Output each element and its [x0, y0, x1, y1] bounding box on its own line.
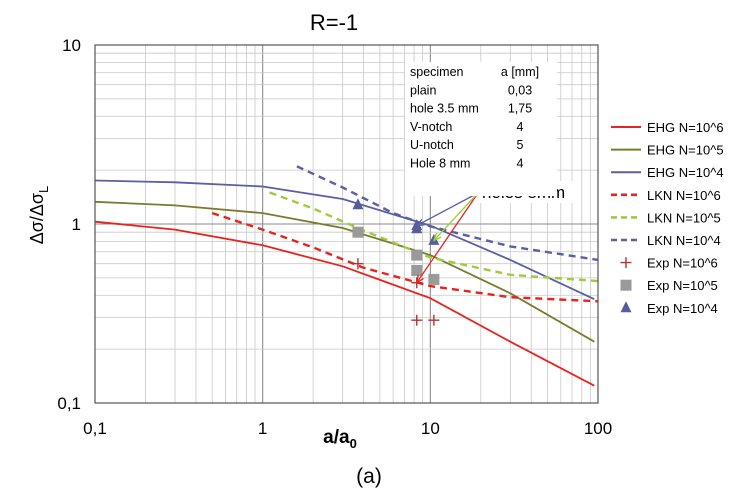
legend-label: EHG N=10^4 — [647, 165, 724, 180]
specimen-table-header: specimen — [410, 65, 464, 79]
specimen-table-cell: plain — [410, 83, 436, 97]
y-tick-label: 10 — [62, 36, 81, 55]
x-axis-label-subscript: 0 — [350, 436, 357, 451]
y-axis-label: Δσ/ΔσL — [27, 186, 51, 245]
specimen-table-cell: hole 3.5 mm — [410, 102, 479, 116]
plot-frame — [94, 44, 599, 404]
annotation-arrow — [416, 192, 479, 227]
y-axis-label-subscript: L — [36, 186, 51, 193]
y-axis-label-main: Δσ/Δσ — [27, 193, 47, 244]
specimen-table-cell: 1,75 — [508, 102, 532, 116]
series-line-ehg-n-10-5 — [94, 200, 595, 343]
specimen-table-cell: 4 — [517, 157, 524, 171]
data-point-exp-n-10-5 — [411, 264, 423, 276]
x-axis-label: a/a0 — [323, 427, 357, 451]
chart-title: R=-1 — [310, 10, 358, 35]
figure-caption: (a) — [356, 465, 382, 488]
legend-marker-swatch — [620, 257, 632, 269]
legend-label: LKN N=10^4 — [647, 233, 721, 248]
series-line-lkn-n-10-5 — [269, 191, 599, 283]
specimen-table-cell: 5 — [517, 138, 524, 152]
series-line-lkn-n-10-6 — [211, 211, 599, 303]
legend-label: LKN N=10^5 — [647, 210, 721, 225]
y-tick-label: 0,1 — [57, 394, 81, 413]
data-point-exp-n-10-6 — [352, 258, 364, 270]
series-line-lkn-n-10-4 — [296, 165, 599, 262]
x-tick-label: 1 — [258, 419, 267, 438]
data-point-exp-n-10-4 — [411, 222, 423, 234]
specimen-table-cell: V-notch — [410, 120, 452, 134]
legend: EHG N=10^6 EHG N=10^5 EHG N=10^4 LKN N=10^6… — [611, 120, 724, 316]
legend-label: EHG N=10^6 — [647, 120, 724, 135]
specimen-table-header: a [mm] — [501, 65, 539, 79]
ticks-layer: 0,1 1 10 100 0,1 1 10 — [57, 36, 612, 438]
series-line-ehg-n-10-4 — [94, 179, 595, 301]
x-tick-label: 100 — [584, 419, 612, 438]
x-tick-label: 0,1 — [83, 419, 107, 438]
specimen-table-cell: 0,03 — [508, 83, 532, 97]
legend-marker-swatch — [620, 279, 632, 291]
annotation-arrowhead — [415, 218, 425, 227]
legend-marker-swatch — [620, 301, 632, 313]
legend-label: Exp N=10^5 — [647, 278, 718, 293]
legend-label: LKN N=10^6 — [647, 188, 721, 203]
data-point-exp-n-10-6 — [428, 314, 440, 326]
specimen-table: specimen a [mm] plain 0,03 hole 3.5 mm 1,75 V-… — [405, 62, 557, 196]
annotation-arrow — [433, 192, 479, 241]
series-line-ehg-n-10-6 — [94, 220, 595, 387]
data-point-exp-n-10-4 — [352, 198, 364, 210]
x-axis-label-main: a/a — [323, 427, 350, 448]
legend-label: Exp N=10^6 — [647, 256, 718, 271]
legend-label: Exp N=10^4 — [647, 301, 718, 316]
data-point-exp-n-10-5 — [411, 249, 423, 261]
x-tick-label: 10 — [421, 419, 440, 438]
y-tick-label: 1 — [72, 215, 81, 234]
annotation-arrowhead — [415, 274, 424, 285]
specimen-table-cell: Hole 8 mm — [410, 157, 470, 171]
data-point-exp-n-10-6 — [411, 314, 423, 326]
data-point-exp-n-10-5 — [428, 273, 440, 285]
annotation-arrowhead — [432, 232, 442, 242]
legend-label: EHG N=10^5 — [647, 143, 724, 158]
specimen-table-cell: U-notch — [410, 138, 454, 152]
annotation-arrow — [416, 192, 479, 284]
series-layer — [94, 165, 599, 387]
data-point-exp-n-10-5 — [352, 226, 364, 238]
specimen-table-cell: 4 — [517, 120, 524, 134]
specimen-table-bg — [405, 62, 557, 196]
